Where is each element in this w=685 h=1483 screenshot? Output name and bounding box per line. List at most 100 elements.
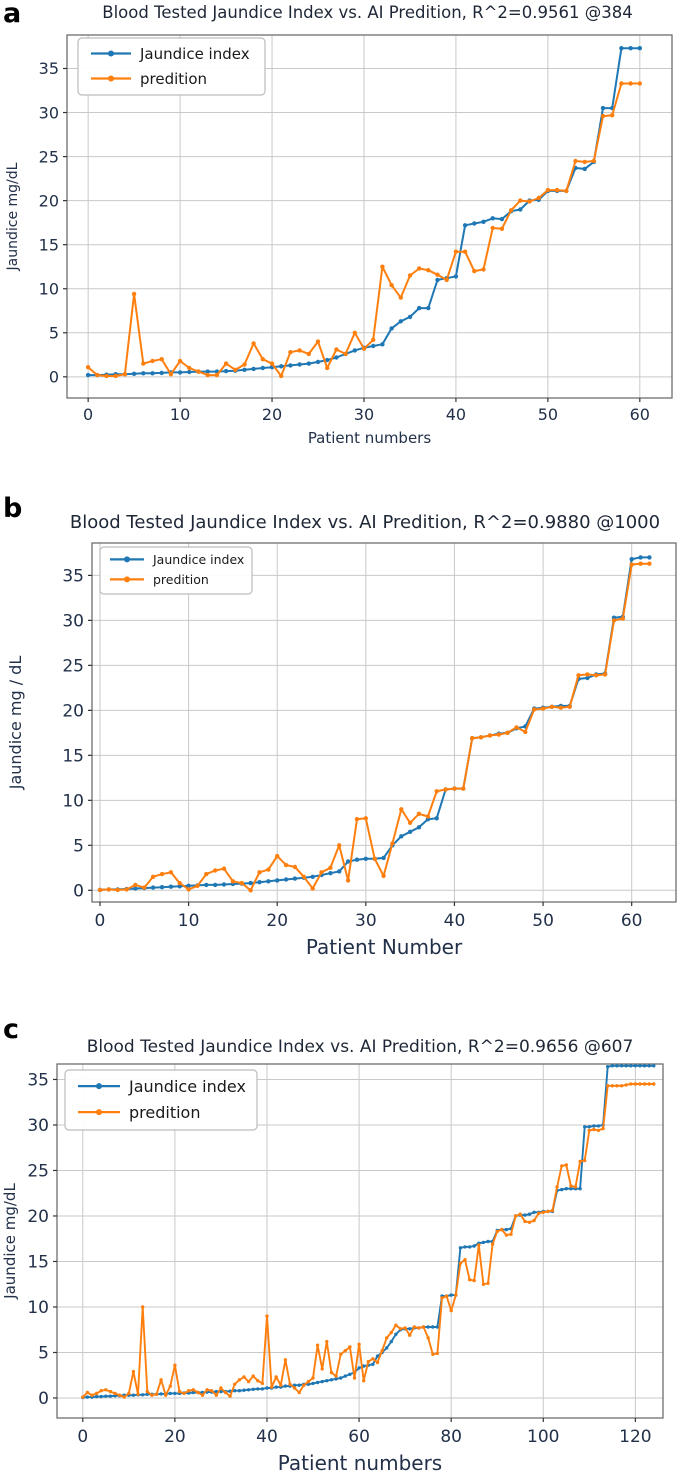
series-marker-prediction [518, 198, 523, 203]
x-tick-label: 120 [619, 1427, 651, 1447]
series-marker-prediction [477, 1243, 481, 1247]
series-marker-prediction [131, 1369, 136, 1374]
y-tick-label: 30 [27, 1116, 49, 1136]
series-marker-prediction [537, 1211, 541, 1215]
series-marker-prediction [95, 372, 100, 378]
series-marker-prediction [173, 1363, 177, 1367]
series-marker-prediction [407, 273, 413, 278]
y-axis-label: Jaundice mg / dL [6, 656, 25, 791]
series-marker-prediction [363, 816, 368, 821]
y-tick-label: 10 [39, 280, 59, 299]
x-tick-label: 0 [83, 405, 93, 424]
series-marker-prediction [578, 1159, 582, 1164]
series-marker-prediction [311, 1376, 315, 1380]
series-marker-prediction [196, 369, 201, 374]
series-marker-prediction [81, 1395, 85, 1399]
series-marker-prediction [297, 1390, 301, 1395]
series-marker-prediction [389, 283, 394, 288]
series-marker-prediction [624, 1083, 628, 1087]
series-marker-prediction [237, 1378, 242, 1382]
y-tick-label: 30 [62, 611, 84, 631]
y-tick-label: 25 [39, 147, 59, 166]
series-marker-jaundice-index [352, 348, 357, 353]
series-marker-jaundice-index [523, 1213, 527, 1217]
series-marker-jaundice-index [453, 274, 459, 279]
series-marker-jaundice-index [260, 365, 265, 371]
series-marker-prediction [213, 868, 218, 873]
series-marker-jaundice-index [288, 363, 293, 368]
y-tick-label: 35 [62, 567, 84, 587]
series-marker-prediction [142, 885, 147, 890]
series-marker-jaundice-index [407, 829, 413, 834]
series-marker-prediction [230, 879, 236, 884]
series-marker-jaundice-index [191, 1390, 195, 1395]
legend-label: predition [153, 572, 209, 587]
x-tick-label: 20 [164, 1427, 186, 1447]
chart-c-title: Blood Tested Jaundice Index vs. AI Predi… [86, 1037, 634, 1057]
series-marker-jaundice-index [463, 1245, 467, 1249]
series-marker-prediction [104, 373, 109, 379]
series-marker-prediction [242, 362, 247, 367]
series-marker-jaundice-index [462, 223, 468, 228]
legend-marker-dot [124, 576, 130, 583]
series-marker-jaundice-index [416, 825, 422, 830]
series-marker-prediction [452, 786, 457, 791]
series-marker-prediction [380, 264, 385, 269]
series-marker-jaundice-index [329, 1378, 334, 1382]
series-marker-prediction [275, 853, 280, 859]
series-marker-prediction [444, 277, 449, 283]
series-marker-prediction [302, 1383, 306, 1387]
series-marker-jaundice-index [600, 105, 606, 111]
series-marker-jaundice-index [159, 370, 164, 376]
series-marker-prediction [434, 789, 439, 794]
series-marker-jaundice-index [334, 1377, 338, 1381]
series-marker-prediction [106, 887, 112, 892]
series-marker-jaundice-index [638, 555, 643, 560]
series-marker-prediction [339, 1352, 343, 1356]
series-marker-jaundice-index [275, 878, 280, 883]
series-marker-prediction [490, 1242, 495, 1246]
series-marker-prediction [85, 365, 91, 370]
series-marker-jaundice-index [168, 1391, 172, 1396]
x-axis-label: Patient numbers [308, 429, 432, 447]
series-marker-prediction [443, 787, 448, 792]
series-marker-jaundice-index [398, 319, 403, 324]
series-marker-jaundice-index [310, 874, 315, 879]
x-tick-label: 20 [266, 911, 288, 931]
series-marker-jaundice-index [434, 816, 439, 821]
series-marker-prediction [523, 729, 528, 735]
series-marker-jaundice-index [187, 369, 192, 375]
series-marker-prediction [136, 1392, 140, 1396]
y-tick-label: 25 [62, 656, 84, 676]
legend-marker-dot [108, 50, 114, 57]
series-marker-prediction [426, 1336, 430, 1340]
series-marker-prediction [141, 1305, 145, 1309]
series-marker-prediction [150, 1393, 154, 1397]
series-marker-jaundice-index [297, 362, 302, 367]
series-marker-prediction [505, 730, 510, 735]
series-marker-prediction [454, 1293, 458, 1297]
x-tick-label: 80 [440, 1427, 462, 1447]
series-marker-prediction [257, 870, 262, 875]
series-marker-jaundice-index [274, 1385, 278, 1389]
series-marker-prediction [583, 1158, 587, 1163]
series-marker-prediction [94, 1391, 99, 1396]
series-marker-jaundice-index [337, 869, 342, 874]
series-marker-jaundice-index [408, 1327, 412, 1331]
series-marker-jaundice-index [371, 1362, 375, 1366]
series-marker-jaundice-index [328, 871, 333, 876]
series-marker-jaundice-index [426, 1325, 430, 1329]
series-marker-prediction [408, 1333, 412, 1337]
series-marker-prediction [481, 267, 486, 272]
series-marker-prediction [196, 1390, 200, 1395]
plot-border [66, 34, 673, 399]
series-marker-jaundice-index [518, 207, 523, 212]
series-marker-prediction [315, 1343, 320, 1347]
series-marker-jaundice-index [642, 1064, 647, 1068]
series-marker-prediction [509, 1232, 513, 1236]
series-marker-prediction [426, 268, 431, 273]
series-marker-jaundice-index [150, 885, 156, 890]
series-marker-jaundice-index [615, 1064, 619, 1068]
series-marker-prediction [187, 365, 192, 371]
series-marker-prediction [141, 361, 146, 366]
